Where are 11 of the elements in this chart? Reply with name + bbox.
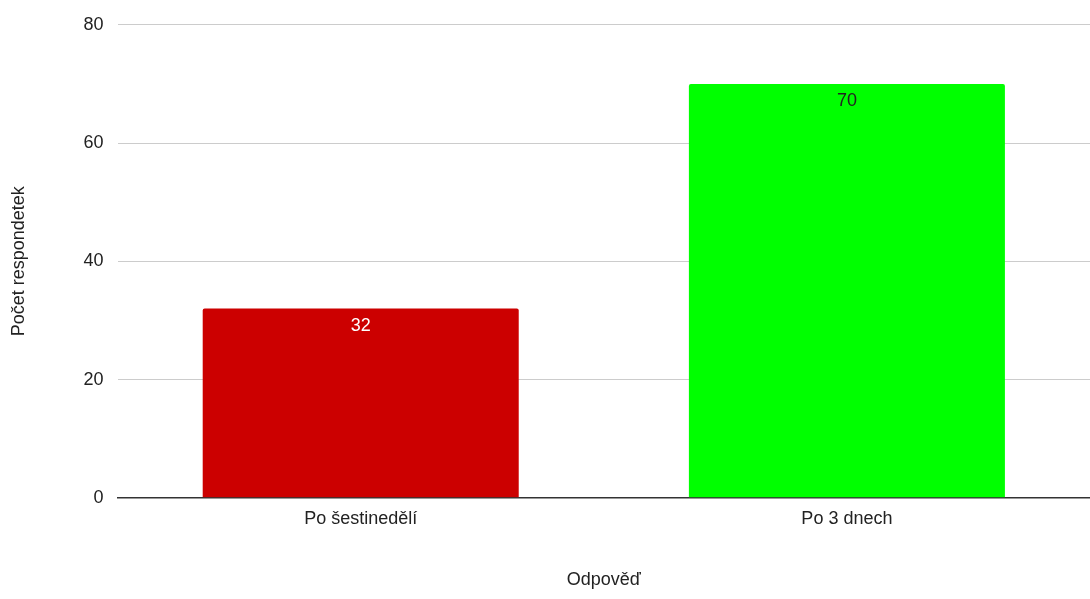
x-tick-label: Po 3 dnech (801, 507, 893, 528)
y-tick-label: 60 (83, 132, 104, 153)
data-label: 32 (350, 314, 371, 335)
y-tick-label: 40 (83, 250, 104, 271)
y-tick-label: 20 (83, 368, 104, 389)
x-axis-title: Odpověď (566, 569, 642, 590)
y-tick-label: 80 (83, 13, 104, 34)
x-tick-label: Po šestinedělí (304, 507, 418, 528)
y-axis-title: Počet respondetek (7, 185, 28, 337)
data-label: 70 (836, 89, 857, 110)
y-tick-label: 0 (93, 486, 104, 507)
